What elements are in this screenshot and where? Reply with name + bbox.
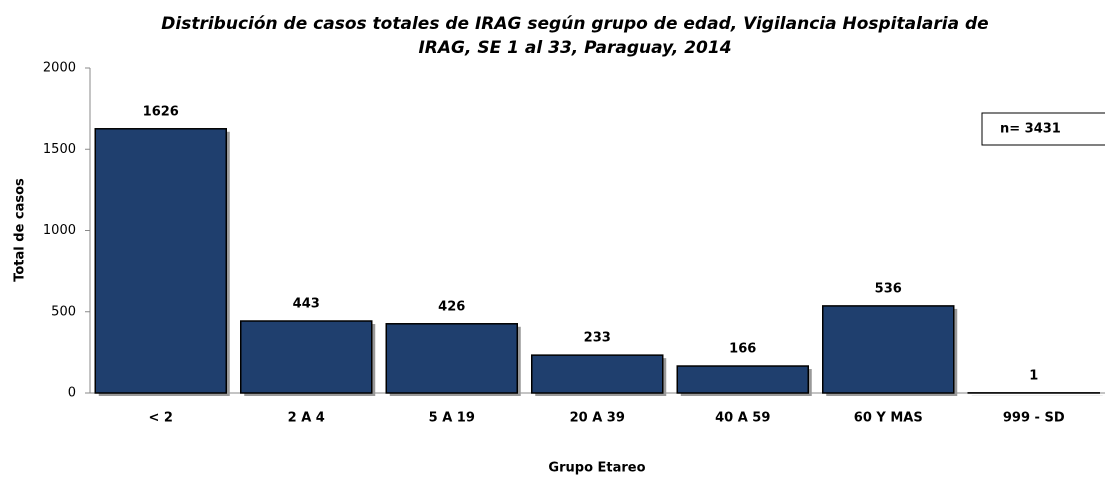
bar [531, 354, 664, 394]
data-label: 536 [875, 281, 902, 296]
chart-title: Distribución de casos totales de IRAG se… [161, 14, 988, 34]
x-tick-label: < 2 [149, 411, 173, 426]
bar [676, 365, 809, 394]
y-tick-label: 1500 [43, 142, 76, 157]
data-label: 233 [584, 331, 611, 346]
bar [94, 128, 227, 394]
y-tick-label: 1000 [43, 223, 76, 238]
y-tick-label: 2000 [43, 61, 76, 76]
x-tick-label: 40 A 59 [715, 411, 770, 426]
x-axis-label: Grupo Etareo [548, 461, 645, 476]
x-tick-label: 20 A 39 [570, 411, 625, 426]
x-tick-label: 2 A 4 [288, 411, 325, 426]
bar [385, 323, 518, 394]
annotation-box [981, 112, 1105, 146]
x-tick-label: 999 - SD [1003, 411, 1065, 426]
y-tick-label: 0 [68, 386, 76, 401]
data-label: 426 [438, 299, 465, 314]
data-label: 1626 [143, 104, 179, 119]
y-tick-label: 500 [51, 304, 76, 319]
y-axis-label: Total de casos [13, 178, 28, 282]
annotation: n= 3431 [1000, 122, 1061, 137]
data-label: 1 [1029, 368, 1038, 383]
x-tick-label: 60 Y MAS [854, 411, 923, 426]
bar [240, 320, 373, 394]
bar [822, 305, 955, 394]
x-tick-label: 5 A 19 [429, 411, 475, 426]
data-label: 166 [729, 342, 756, 357]
chart-title: IRAG, SE 1 al 33, Paraguay, 2014 [418, 38, 731, 58]
data-label: 443 [293, 297, 320, 312]
